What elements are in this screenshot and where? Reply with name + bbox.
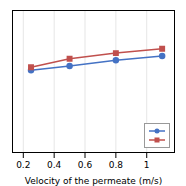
svg-text:0.6: 0.6 (78, 160, 93, 170)
svg-text:1: 1 (144, 160, 150, 170)
svg-text:0.2: 0.2 (16, 160, 30, 170)
svg-text:0.4: 0.4 (47, 160, 62, 170)
svg-text:Velocity of the permeate (m/s): Velocity of the permeate (m/s) (25, 176, 162, 186)
svg-text:0.8: 0.8 (109, 160, 124, 170)
